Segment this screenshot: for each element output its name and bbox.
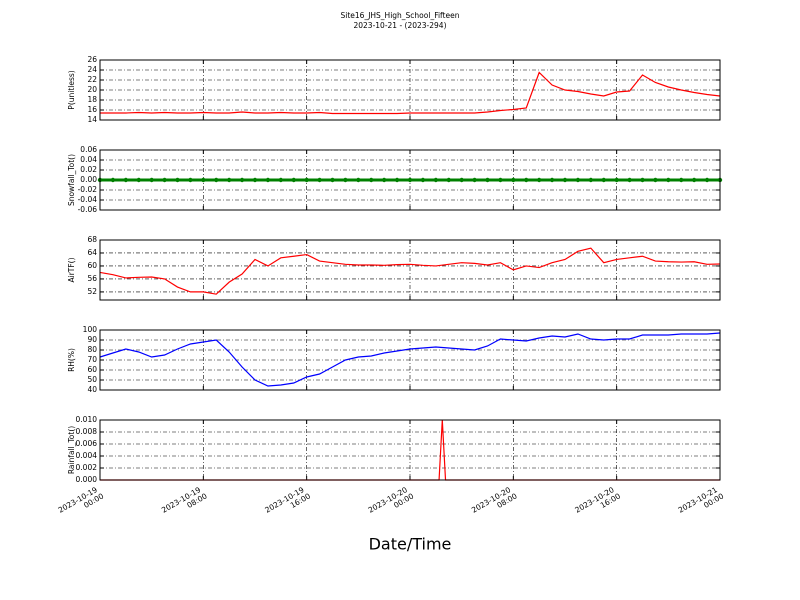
y-tick-label: 14 xyxy=(87,115,97,124)
data-point xyxy=(666,177,671,183)
y-tick-label: -0.06 xyxy=(78,205,98,214)
data-point xyxy=(562,177,568,183)
y-tick-label: 0.000 xyxy=(76,475,98,484)
y-tick-label: 0.010 xyxy=(76,415,98,424)
data-point xyxy=(214,177,219,183)
y-tick-label: 52 xyxy=(87,287,97,296)
data-line xyxy=(99,247,721,295)
chart-subtitle: 2023-10-21 - (2023-294) xyxy=(353,21,446,30)
data-point xyxy=(640,177,645,183)
data-point xyxy=(381,177,387,183)
y-tick-label: 24 xyxy=(87,65,97,74)
data-point xyxy=(136,177,141,183)
plot-frame xyxy=(99,239,721,301)
data-point xyxy=(549,177,555,183)
data-point xyxy=(188,177,193,183)
y-tick-label: 26 xyxy=(87,55,97,64)
y-axis-label: Rainfall_Tot() xyxy=(67,426,76,474)
y-tick-label: 80 xyxy=(87,345,97,354)
y-tick-label: 0.04 xyxy=(80,155,97,164)
chart-title: Site16_JHS_High_School_Fifteen xyxy=(341,11,460,20)
y-tick-label: 0.008 xyxy=(76,427,98,436)
data-point xyxy=(524,177,529,183)
data-point xyxy=(420,177,426,183)
y-tick-label: 0.004 xyxy=(76,451,98,460)
data-point xyxy=(536,177,542,183)
data-point xyxy=(123,177,129,183)
data-point xyxy=(653,177,658,183)
y-tick-label: 100 xyxy=(83,325,98,334)
data-point xyxy=(498,177,503,183)
plot-frame xyxy=(99,59,721,121)
data-point xyxy=(175,177,180,183)
data-point xyxy=(356,177,361,183)
data-point xyxy=(679,177,684,183)
y-tick-label: 0.02 xyxy=(80,165,97,174)
y-tick-label: 64 xyxy=(87,248,97,257)
data-point xyxy=(330,177,335,183)
y-tick-label: 40 xyxy=(87,385,97,394)
data-point xyxy=(278,177,284,183)
data-line xyxy=(99,332,721,387)
y-tick-label: 68 xyxy=(87,235,97,244)
data-point xyxy=(252,177,258,183)
data-point xyxy=(485,177,490,183)
data-point xyxy=(614,177,619,183)
plot-frame xyxy=(99,329,721,391)
y-tick-label: 0.06 xyxy=(80,145,97,154)
data-point xyxy=(304,177,309,183)
data-point xyxy=(317,177,322,183)
data-point xyxy=(691,177,697,183)
y-tick-label: 18 xyxy=(87,95,97,104)
data-point xyxy=(201,177,206,183)
y-tick-label: 0.00 xyxy=(80,175,97,184)
data-point xyxy=(446,177,451,183)
y-tick-label: 50 xyxy=(87,375,97,384)
data-point xyxy=(369,177,374,183)
plot-frame xyxy=(99,419,721,481)
data-point xyxy=(472,177,477,183)
data-point xyxy=(511,177,516,183)
y-tick-label: 60 xyxy=(87,261,97,270)
data-point xyxy=(407,177,413,183)
data-point xyxy=(343,177,348,183)
data-point xyxy=(239,177,245,183)
data-point xyxy=(226,177,232,183)
y-tick-label: 56 xyxy=(87,274,97,283)
y-tick-label: 20 xyxy=(87,85,97,94)
y-tick-label: -0.02 xyxy=(78,185,98,194)
y-tick-label: 0.006 xyxy=(76,439,98,448)
data-point xyxy=(704,177,710,183)
y-axis-label: P(unitless) xyxy=(67,70,76,109)
y-tick-label: -0.04 xyxy=(78,195,98,204)
x-axis-label: Date/Time xyxy=(369,535,452,554)
data-point xyxy=(433,177,439,183)
data-point xyxy=(291,177,296,183)
plot-frame xyxy=(99,149,721,211)
data-point xyxy=(459,177,464,183)
y-axis-label: Snowfall_Tot() xyxy=(67,154,76,206)
data-point xyxy=(588,177,594,183)
data-line xyxy=(100,71,721,115)
y-tick-label: 16 xyxy=(87,105,97,114)
data-point xyxy=(110,177,116,183)
data-point xyxy=(394,177,400,183)
y-tick-label: 60 xyxy=(87,365,97,374)
y-tick-label: 90 xyxy=(87,335,97,344)
y-axis-label: RH(%) xyxy=(67,348,76,372)
data-point xyxy=(575,177,581,183)
data-point xyxy=(162,177,167,183)
data-point xyxy=(601,177,606,183)
y-axis-label: AirTF() xyxy=(67,257,76,282)
data-point xyxy=(149,177,154,183)
data-point xyxy=(627,177,632,183)
y-tick-label: 0.002 xyxy=(76,463,98,472)
y-tick-label: 70 xyxy=(87,355,97,364)
y-tick-label: 22 xyxy=(87,75,97,84)
data-point xyxy=(265,177,271,183)
